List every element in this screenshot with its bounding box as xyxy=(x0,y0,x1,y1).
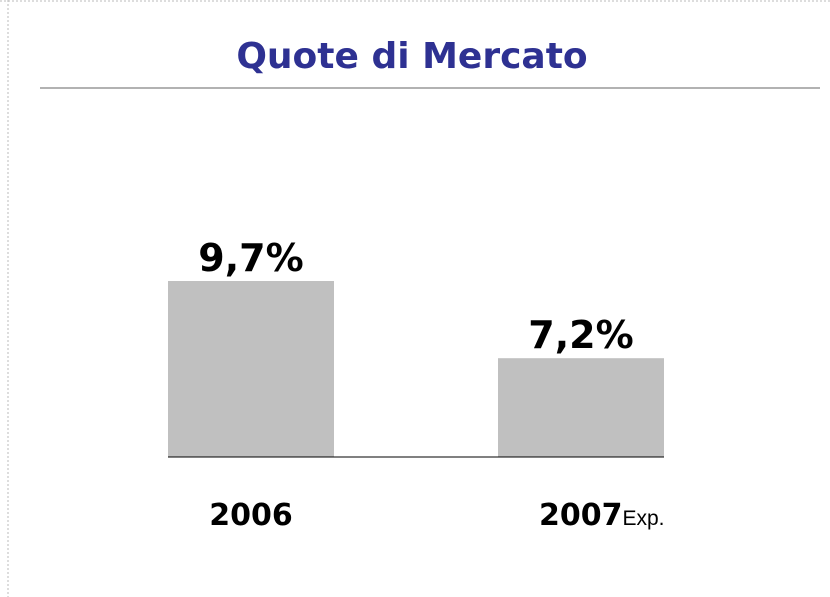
category-suffix: Exp. xyxy=(623,507,665,530)
bar xyxy=(168,281,334,457)
chart-title: Quote di Mercato xyxy=(236,36,587,77)
value-label: 7,2% xyxy=(528,313,633,357)
category-year: 2006 xyxy=(209,498,293,533)
x-tick-label: 2006 xyxy=(209,498,293,533)
category-year: 2007 xyxy=(539,498,623,533)
x-tick-label: 2007Exp. xyxy=(539,498,665,533)
value-label: 9,7% xyxy=(198,236,303,280)
bar xyxy=(498,358,664,457)
